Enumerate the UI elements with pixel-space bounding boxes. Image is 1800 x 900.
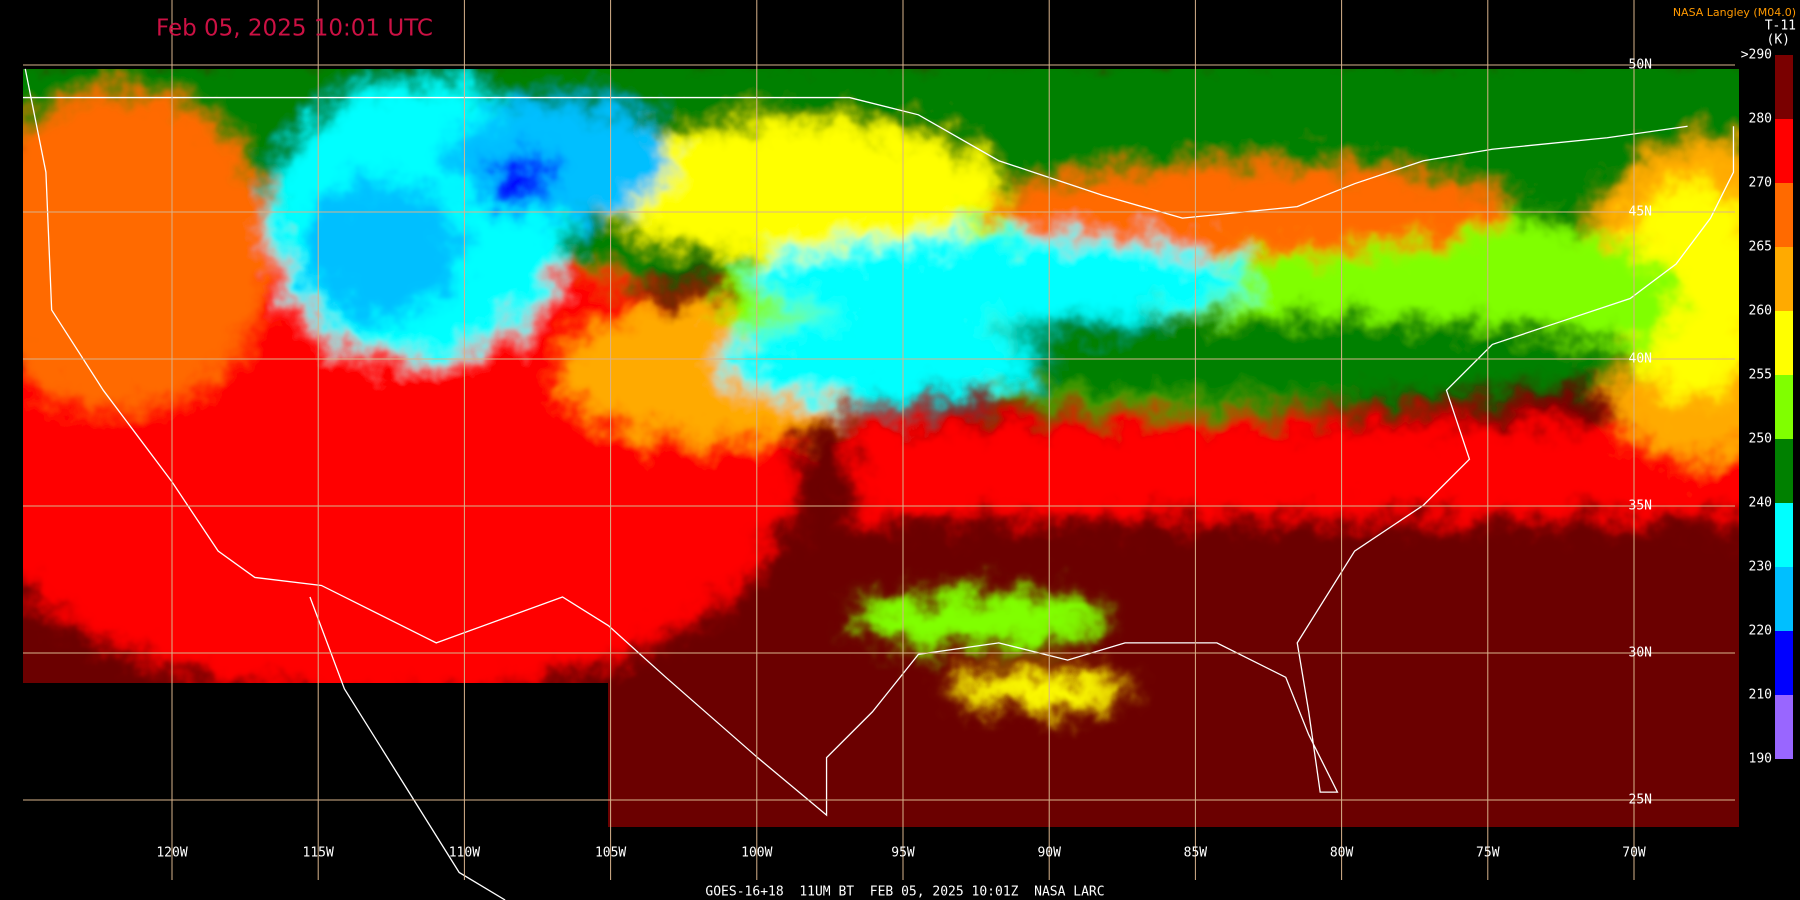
colorbar-segment — [1775, 631, 1793, 695]
cloud-area — [850, 590, 1110, 650]
latitude-label: 45N — [1629, 205, 1652, 220]
cloud-area — [880, 315, 1640, 405]
footer: GOES-16+18 11UM BT FEB 05, 2025 10:01Z N… — [705, 885, 1104, 900]
colorbar-label: 270 — [1749, 176, 1772, 191]
colorbar-segment — [1775, 119, 1793, 183]
cloud-area — [1080, 69, 1580, 135]
latitude-label: 40N — [1629, 352, 1652, 367]
longitude-label: 100W — [741, 846, 772, 861]
latitude-label: 35N — [1629, 499, 1652, 514]
title: Feb 05, 2025 10:01 UTC — [156, 16, 433, 42]
coastline — [310, 597, 505, 900]
graticule-labels: 50N 45N 40N 35N 30N 25N 120W 115W 110W 105W 100W 95… — [156, 58, 1652, 861]
colorbar-segment — [1775, 695, 1793, 759]
longitude-label: 115W — [303, 846, 334, 861]
longitude-label: 80W — [1330, 846, 1354, 861]
cloud-area — [23, 90, 270, 410]
cloud-area — [750, 235, 1250, 325]
colorbar: >290 280 270 265 260 255 250 240 230 220 210 190 — [1741, 48, 1793, 767]
cloud-area — [485, 155, 555, 205]
cloud-area — [1620, 180, 1739, 400]
colorbar-segment — [1775, 503, 1793, 567]
cloud-area — [720, 315, 1040, 405]
cloud-area — [600, 120, 1000, 260]
colorbar-label: 265 — [1749, 240, 1772, 255]
colorbar-label: 210 — [1749, 688, 1772, 703]
longitude-label: 70W — [1622, 846, 1646, 861]
colorbar-segment — [1775, 247, 1793, 311]
cloud-area — [850, 420, 1739, 520]
longitude-label: 95W — [891, 846, 915, 861]
latitude-label: 25N — [1629, 793, 1652, 808]
cloud-area — [990, 165, 1510, 255]
unit: (K) — [1767, 33, 1790, 48]
imagery — [23, 69, 1739, 827]
coastline — [25, 69, 1733, 815]
colorbar-segment — [1775, 567, 1793, 631]
colorbar-label: 240 — [1749, 496, 1772, 511]
longitude-label: 110W — [449, 846, 480, 861]
colorbar-segment — [1775, 183, 1793, 247]
colorbar-label: 280 — [1749, 112, 1772, 127]
latitude-label: 30N — [1629, 646, 1652, 661]
graticule — [23, 0, 1735, 880]
colorbar-label: >290 — [1741, 48, 1772, 63]
cloud-area — [450, 100, 670, 220]
longitude-label: 75W — [1476, 846, 1500, 861]
colorbar-label: 260 — [1749, 304, 1772, 319]
cloud-area — [300, 180, 460, 320]
longitude-label: 85W — [1184, 846, 1208, 861]
credit: NASA Langley (M04.0) — [1673, 6, 1796, 19]
longitude-label: 90W — [1037, 846, 1061, 861]
colorbar-label: 220 — [1749, 624, 1772, 639]
colorbar-label: 250 — [1749, 432, 1772, 447]
no-data — [23, 683, 608, 827]
cloud-area — [950, 670, 1130, 710]
product: T-11 — [1765, 19, 1796, 34]
latitude-label: 50N — [1629, 58, 1652, 73]
colorbar-segment — [1775, 439, 1793, 503]
colorbar-label: 255 — [1749, 368, 1772, 383]
longitude-label: 105W — [595, 846, 626, 861]
colorbar-segment — [1775, 55, 1793, 119]
longitude-label: 120W — [156, 846, 187, 861]
colorbar-segment — [1775, 311, 1793, 375]
colorbar-label: 230 — [1749, 560, 1772, 575]
colorbar-label: 190 — [1749, 752, 1772, 767]
colorbar-segment — [1775, 375, 1793, 439]
cloud-field — [23, 69, 1739, 710]
